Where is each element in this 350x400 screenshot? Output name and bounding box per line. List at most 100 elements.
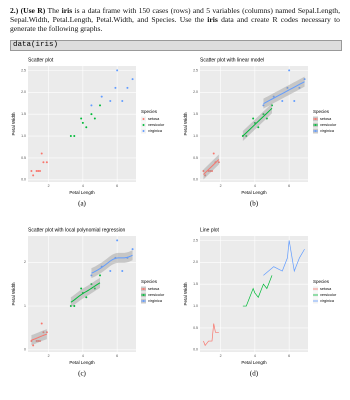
legend-key-point <box>142 124 145 126</box>
x-tick-label: 6 <box>116 184 118 188</box>
x-tick-label: 6 <box>288 354 290 358</box>
y-tick-label: 1.0 <box>193 134 198 138</box>
point <box>69 135 72 138</box>
y-tick-label: 1 <box>24 304 26 308</box>
y-tick-label: 2.5 <box>21 68 26 72</box>
code-block: data(iris) <box>10 40 342 51</box>
y-tick-label: 0.0 <box>21 178 26 182</box>
point <box>131 248 134 251</box>
point <box>281 100 284 103</box>
legend-title: Species <box>141 109 158 114</box>
question-text: is a data frame with 150 cases (rows) an… <box>10 6 341 25</box>
legend-label: versicolor <box>320 293 337 297</box>
point <box>262 104 265 107</box>
legend-label: versicolor <box>320 123 337 127</box>
point <box>116 69 119 72</box>
point <box>99 104 101 107</box>
point <box>272 95 275 98</box>
point <box>262 113 265 116</box>
point <box>90 274 93 277</box>
legend-key-point <box>142 288 145 290</box>
point <box>40 322 43 325</box>
point <box>253 121 256 124</box>
chart: 0.0 0.5 1.0 1.5 2.0 2.5 2 4 6 Petal Length Petal W… <box>183 236 337 378</box>
legend-label: virginica <box>148 129 163 133</box>
panel <box>200 236 308 352</box>
point <box>293 100 296 103</box>
point <box>40 152 43 155</box>
y-tick-label: 0.0 <box>193 348 198 352</box>
legend-label: versicolor <box>148 293 165 297</box>
point <box>90 283 93 286</box>
point <box>131 78 134 81</box>
point <box>69 305 72 308</box>
legend-key-point <box>142 300 145 302</box>
point <box>35 170 38 173</box>
legend-label: setosa <box>320 117 332 121</box>
bold-word: iris <box>61 6 73 15</box>
point <box>32 344 35 347</box>
y-tick-label: 0.5 <box>21 156 26 160</box>
point <box>93 287 96 290</box>
legend-key-point <box>314 118 317 120</box>
point <box>35 340 38 343</box>
smooth-line <box>203 159 220 175</box>
point <box>212 152 215 155</box>
panel <box>28 66 136 182</box>
legend-title: Species <box>313 109 330 114</box>
y-axis-label: Petal Width <box>11 112 16 136</box>
legend-key-point <box>142 130 145 132</box>
question: 2.) (Use R) The iris is a data frame wit… <box>10 6 340 34</box>
y-axis-label: Petal Width <box>183 282 188 306</box>
point <box>42 161 45 164</box>
y-tick-label: 0 <box>24 348 26 352</box>
point <box>202 170 205 173</box>
chart: 0.0 0.5 1.0 1.5 2.0 2.5 2 4 6 Petal Length Petal W… <box>183 66 337 208</box>
y-tick-label: 2.5 <box>193 68 198 72</box>
chart-title: Line plot <box>200 227 220 233</box>
point <box>73 305 76 308</box>
smooth-line <box>242 107 273 137</box>
point <box>116 239 119 242</box>
legend-label: versicolor <box>148 123 165 127</box>
point <box>30 340 33 343</box>
point <box>99 274 101 277</box>
caption: (d) <box>250 370 259 378</box>
point <box>271 104 273 107</box>
x-axis-label: Petal Length <box>69 360 95 365</box>
legend-key-point <box>314 124 317 126</box>
point <box>252 117 255 120</box>
legend-label: virginica <box>148 299 163 303</box>
x-tick-label: 4 <box>254 184 256 188</box>
smooth-line <box>263 81 305 105</box>
point <box>30 170 33 173</box>
point <box>126 86 129 89</box>
y-tick-label: 2 <box>24 260 26 264</box>
point <box>100 95 103 98</box>
point <box>217 161 220 164</box>
y-tick-label: 2.0 <box>21 90 26 94</box>
x-axis-label: Petal Length <box>241 360 267 365</box>
line <box>203 323 219 347</box>
chart: 0.0 0.5 1.0 1.5 2.0 2.5 2 4 6 Petal Length Petal W… <box>11 66 165 208</box>
line <box>242 275 273 307</box>
legend-label: setosa <box>148 117 160 121</box>
legend-label: setosa <box>320 287 332 291</box>
point <box>209 170 212 173</box>
chart-title: Scatter plot with local polynomial regre… <box>28 227 125 233</box>
y-tick-label: 2.0 <box>193 260 198 264</box>
x-tick-label: 4 <box>82 184 84 188</box>
point <box>45 331 48 334</box>
question-label: 2.) (Use R) <box>10 6 46 15</box>
x-tick-label: 6 <box>288 184 290 188</box>
x-axis-label: Petal Length <box>69 190 95 195</box>
line <box>263 240 305 276</box>
x-tick-label: 4 <box>254 354 256 358</box>
point <box>37 340 40 343</box>
point <box>39 340 41 343</box>
point <box>93 117 96 120</box>
point <box>90 113 93 116</box>
point <box>211 170 213 173</box>
chart: 0 1 2 2 4 6 Petal Length Petal Width (c) Species s… <box>11 236 165 378</box>
